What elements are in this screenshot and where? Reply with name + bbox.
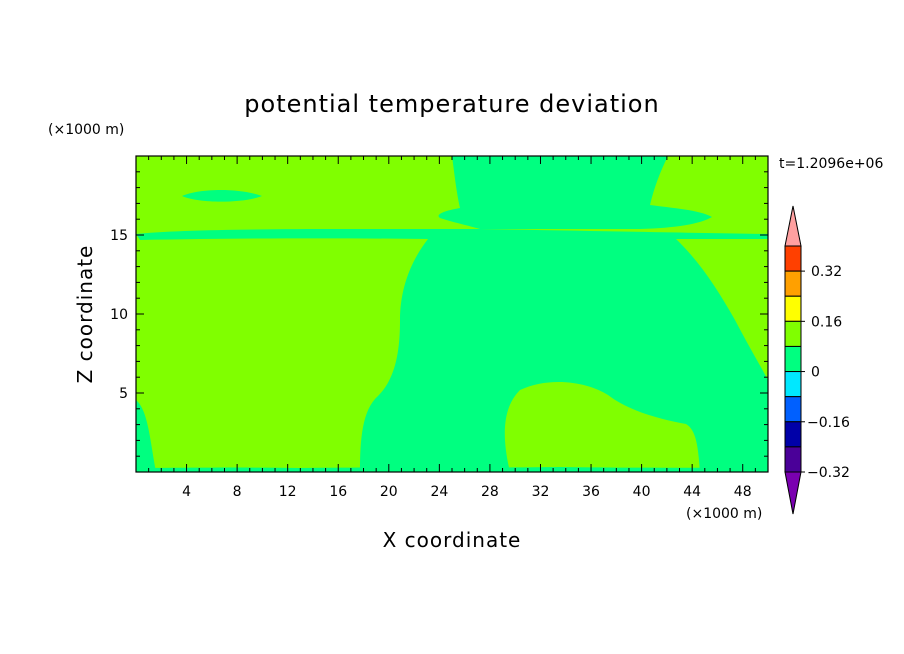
contour-region-central bbox=[360, 239, 768, 472]
colorbar-tick-label: 0 bbox=[811, 365, 820, 381]
time-label: t=1.2096e+06 bbox=[779, 156, 883, 172]
x-tick-label: 32 bbox=[532, 484, 550, 500]
colorbar-tick-label: −0.32 bbox=[807, 465, 850, 481]
x-unit-label: (×1000 m) bbox=[686, 506, 762, 522]
x-tick-label: 4 bbox=[182, 484, 191, 500]
colorbar-segment bbox=[784, 421, 802, 448]
x-tick-label: 12 bbox=[279, 484, 297, 500]
x-tick-label: 36 bbox=[582, 484, 600, 500]
x-tick-label: 28 bbox=[481, 484, 499, 500]
y-tick-label: 10 bbox=[110, 307, 128, 323]
colorbar-arrow-low bbox=[784, 471, 802, 515]
contour-field bbox=[136, 156, 768, 472]
colorbar-segment bbox=[784, 320, 802, 347]
plot-axes bbox=[135, 155, 769, 473]
colorbar-segment bbox=[784, 345, 802, 373]
y-axis-label: Z coordinate bbox=[73, 245, 97, 384]
colorbar-tick-label: 0.16 bbox=[811, 314, 842, 330]
colorbar: 0.32 0.16 0 −0.16 −0.32 bbox=[784, 205, 850, 515]
contour-region-band bbox=[136, 229, 768, 240]
x-tick-label: 16 bbox=[329, 484, 347, 500]
y-tick-label: 5 bbox=[119, 386, 128, 402]
colorbar-segment bbox=[784, 245, 802, 272]
colorbar-tick-label: 0.32 bbox=[811, 264, 842, 280]
x-tick-labels: 4 8 12 16 20 24 28 32 36 40 44 48 bbox=[182, 484, 752, 500]
x-tick-label: 44 bbox=[683, 484, 701, 500]
x-tick-label: 20 bbox=[380, 484, 398, 500]
y-tick-label: 15 bbox=[110, 228, 128, 244]
y-tick-labels: 5 10 15 bbox=[110, 228, 128, 402]
colorbar-segment bbox=[784, 396, 802, 423]
x-tick-label: 8 bbox=[233, 484, 242, 500]
contour-region-upper-left-streak bbox=[182, 190, 262, 202]
chart-title: potential temperature deviation bbox=[244, 90, 659, 118]
x-tick-label: 48 bbox=[734, 484, 752, 500]
colorbar-segment bbox=[784, 295, 802, 322]
contour-region-upper-column bbox=[438, 156, 712, 229]
y-unit-label: (×1000 m) bbox=[48, 122, 124, 138]
colorbar-segment bbox=[784, 371, 802, 398]
x-axis-label: X coordinate bbox=[383, 528, 522, 552]
x-tick-label: 40 bbox=[633, 484, 651, 500]
colorbar-segment bbox=[784, 270, 802, 297]
colorbar-segment bbox=[784, 446, 802, 473]
colorbar-arrow-high bbox=[784, 205, 802, 247]
contour-region-left-edge bbox=[136, 400, 156, 472]
colorbar-tick-label: −0.16 bbox=[807, 415, 850, 431]
x-tick-label: 24 bbox=[430, 484, 448, 500]
